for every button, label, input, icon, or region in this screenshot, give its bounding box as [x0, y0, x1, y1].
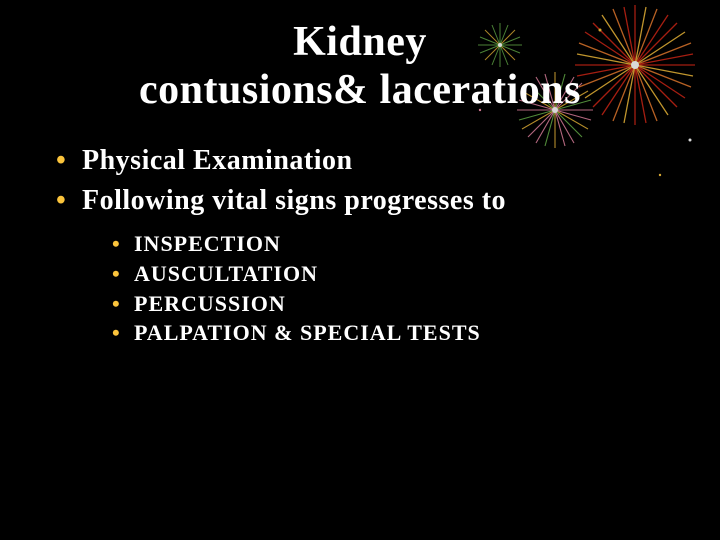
- sub-bullet-item: AUSCULTATION: [110, 259, 670, 289]
- bullet-item: Physical Examination: [50, 143, 670, 179]
- sub-bullet-text: INSPECTION: [134, 231, 281, 256]
- sub-bullet-item: PERCUSSION: [110, 289, 670, 319]
- sub-bullet-text: AUSCULTATION: [134, 261, 318, 286]
- sub-bullet-list: INSPECTION AUSCULTATION PERCUSSION PALPA…: [110, 229, 670, 348]
- slide-title: Kidney contusions& lacerations: [50, 18, 670, 115]
- sub-bullet-item: INSPECTION: [110, 229, 670, 259]
- main-bullet-list: Physical Examination Following vital sig…: [50, 143, 670, 349]
- bullet-text: Following vital signs progresses to: [82, 185, 506, 216]
- bullet-text: Physical Examination: [82, 145, 353, 176]
- title-line-2: contusions& lacerations: [139, 67, 581, 113]
- sub-bullet-text: PERCUSSION: [134, 291, 286, 316]
- slide-content: Kidney contusions& lacerations Physical …: [0, 0, 720, 348]
- sub-bullet-item: PALPATION & SPECIAL TESTS: [110, 318, 670, 348]
- title-line-1: Kidney: [293, 19, 427, 65]
- bullet-item: Following vital signs progresses to INSP…: [50, 183, 670, 348]
- sub-bullet-text: PALPATION & SPECIAL TESTS: [134, 320, 481, 345]
